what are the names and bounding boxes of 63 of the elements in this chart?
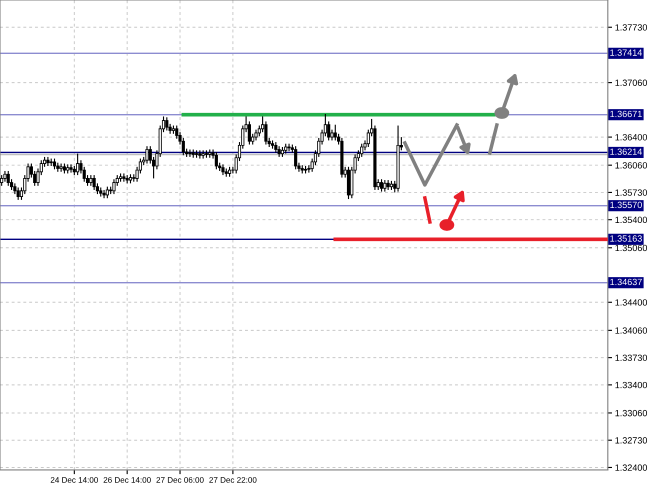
candlestick (112, 178, 116, 195)
candlestick (248, 120, 251, 146)
y-tick-label: 1.36400 (615, 134, 648, 140)
candlestick (390, 180, 394, 191)
candlestick (0, 174, 4, 186)
candlestick (106, 186, 109, 199)
candlestick (46, 156, 50, 167)
candlestick (380, 178, 384, 192)
candlestick (50, 158, 53, 167)
candlestick (76, 153, 80, 176)
y-tick-label: 1.35730 (615, 189, 648, 196)
ref-line-label: 1.35163 (610, 235, 642, 242)
candlestick (214, 151, 218, 170)
ref-line-label: 1.36214 (610, 148, 642, 155)
candlestick (99, 186, 102, 198)
candlestick (300, 164, 304, 174)
y-tick-label: 1.32730 (615, 437, 648, 444)
candlestick (264, 120, 268, 146)
candlestick (386, 179, 390, 191)
y-tick-label: 1.33400 (615, 382, 648, 388)
candlestick (62, 162, 66, 174)
candlestick (52, 158, 56, 170)
candlestick (72, 165, 76, 176)
y-tick-label: 1.35060 (615, 244, 648, 252)
ref-line-label: 1.34637 (610, 278, 642, 286)
y-tick-label: 1.37730 (615, 24, 648, 31)
candlestick (294, 146, 298, 170)
candlestick (128, 174, 132, 184)
ref-line-label: 1.36671 (610, 110, 642, 118)
y-tick-label: 1.36060 (615, 162, 648, 169)
candlestick (3, 170, 7, 182)
y-tick-label: 1.33060 (615, 410, 648, 416)
x-tick-label: 27 Dec 22:00 (209, 477, 257, 483)
candlestick (132, 174, 136, 182)
candlestick (89, 174, 92, 186)
ref-line-label: 1.35570 (610, 202, 642, 208)
y-tick-label: 1.35400 (615, 216, 648, 224)
candlestick (66, 164, 70, 174)
candlestick (278, 146, 281, 158)
candlestick (383, 179, 386, 192)
candlestick (254, 129, 258, 141)
candlestick (16, 186, 20, 200)
x-tick-label: 27 Dec 06:00 (156, 477, 204, 483)
candlestick (145, 146, 149, 164)
y-tick-label: 1.32400 (615, 464, 648, 471)
candlestick (334, 124, 337, 141)
candlestick (165, 116, 168, 132)
ref-line-label: 1.37414 (610, 49, 642, 56)
candlestick (221, 164, 225, 176)
candlestick (228, 166, 232, 178)
x-tick-label: 26 Dec 14:00 (104, 477, 151, 483)
y-tick-label: 1.34400 (615, 299, 648, 306)
candlestick (56, 162, 60, 172)
y-tick-label: 1.33730 (615, 354, 648, 361)
y-tick-label: 1.37060 (615, 80, 648, 86)
candlestick (284, 143, 288, 154)
candlestick (360, 143, 364, 158)
y-tick-label: 1.34060 (615, 327, 648, 334)
candlestick (280, 146, 284, 158)
candlestick (6, 170, 10, 186)
candlestick (274, 142, 278, 154)
x-tick-label: 24 Dec 14:00 (50, 477, 98, 483)
candlestick (92, 174, 96, 191)
